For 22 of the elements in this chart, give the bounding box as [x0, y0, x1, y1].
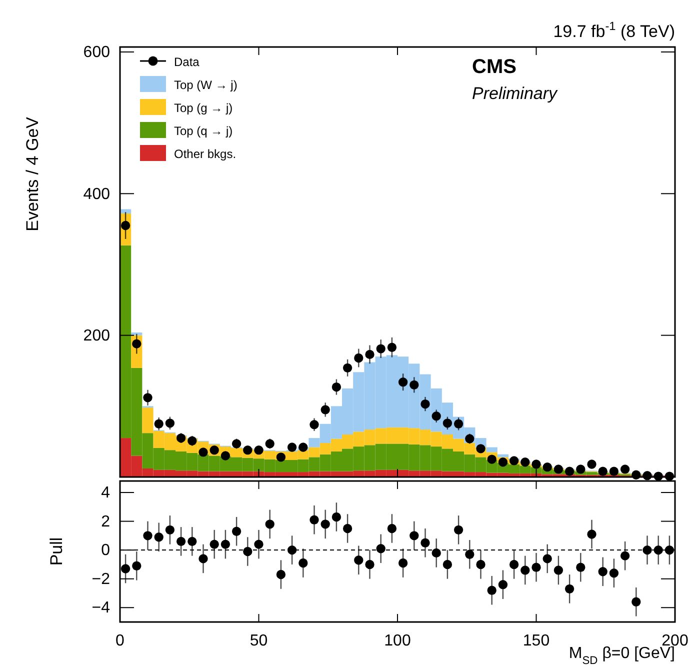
legend-label: Top (q → j): [174, 124, 233, 138]
legend-label: Top (g → j): [174, 101, 233, 115]
y-tick-label: 400: [83, 186, 110, 203]
annotation: CMS: [472, 56, 516, 78]
annotation: Preliminary: [472, 84, 559, 103]
y-tick-label: 200: [83, 327, 110, 344]
legend-label: Top (W → j): [174, 78, 238, 92]
x-tick-label: 0: [116, 632, 125, 650]
legend-label: Data: [174, 55, 200, 69]
x-tick-label: 50: [250, 632, 268, 650]
y-tick-label: 0: [101, 542, 110, 560]
x-tick-label: 150: [522, 632, 550, 650]
y-tick-label: 4: [101, 484, 110, 502]
y-tick-label: 2: [101, 513, 110, 530]
y-tick-label: 600: [83, 44, 110, 62]
y-tick-label: −4: [92, 600, 110, 617]
legend-label: Other bkgs.: [174, 147, 236, 161]
y-tick-label: −2: [92, 570, 110, 588]
x-tick-label: 100: [384, 632, 411, 650]
y-axis-title: Events / 4 GeV: [23, 116, 42, 232]
y-axis-title: Pull: [47, 537, 66, 566]
chart-subtitle: 19.7 fb$^{-1}$ (8 TeV): [553, 19, 675, 41]
